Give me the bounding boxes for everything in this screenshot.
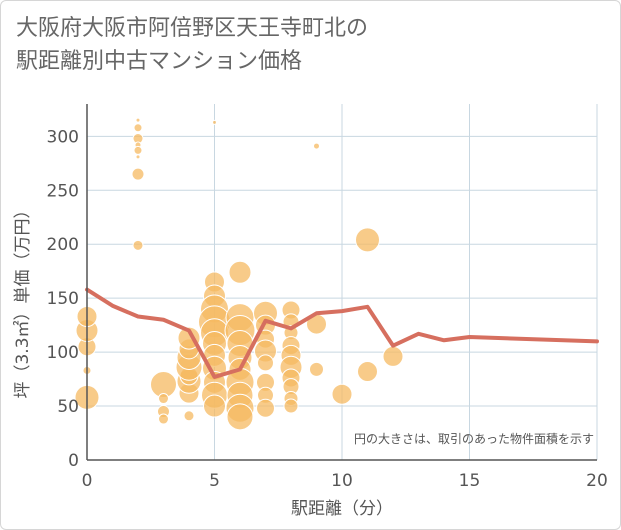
bubble-10 — [135, 154, 141, 160]
x-tick-label-5: 5 — [209, 471, 220, 491]
bubble-46 — [226, 403, 254, 431]
x-tick-labels: 0 5 10 15 20 — [82, 471, 608, 491]
bubble-size-note: 円の大きさは、取引のあった物件面積を示す — [354, 431, 594, 446]
bubble-16 — [158, 413, 169, 425]
bubble-69 — [355, 227, 380, 253]
bubble-6 — [133, 123, 143, 133]
x-tick-label-15: 15 — [459, 471, 481, 491]
bubble-65 — [313, 142, 320, 150]
y-tick-label-250: 250 — [47, 181, 79, 201]
y-tick-label-50: 50 — [57, 397, 79, 417]
series-line-0 — [85, 287, 599, 379]
y-tick-label-300: 300 — [47, 127, 79, 147]
bubble-71 — [382, 345, 404, 367]
y-tick-label-200: 200 — [47, 235, 79, 255]
bubble-54 — [256, 398, 275, 418]
axes — [86, 104, 597, 461]
bubble-9 — [133, 145, 143, 155]
bubble-67 — [309, 361, 324, 377]
bubble-12 — [132, 239, 144, 251]
bubble-14 — [158, 393, 169, 405]
y-tick-label-0: 0 — [68, 451, 79, 471]
bubble-17 — [183, 410, 195, 422]
y-tick-labels: 0 50 100 150 200 250 300 — [47, 127, 79, 471]
chart-title-line-2: 駅距離別中古マンション価格 — [16, 49, 303, 74]
y-tick-label-100: 100 — [47, 343, 79, 363]
bubble-51 — [257, 354, 274, 372]
bubble-series — [74, 117, 404, 431]
x-tick-label-20: 20 — [586, 471, 608, 491]
x-tick-label-10: 10 — [331, 471, 353, 491]
y-tick-label-150: 150 — [47, 289, 79, 309]
bubble-5 — [135, 117, 141, 123]
x-tick-label-0: 0 — [82, 471, 93, 491]
chart-title-line-1: 大阪府大阪市阿倍野区天王寺町北の — [16, 16, 369, 41]
x-axis-label: 駅距離（分） — [291, 499, 393, 519]
bubble-68 — [331, 383, 353, 405]
average-price-line — [85, 287, 599, 379]
chart-title: 大阪府大阪市阿倍野区天王寺町北の 駅距離別中古マンション価格 — [16, 12, 368, 78]
bubble-11 — [131, 167, 145, 181]
bubble-70 — [357, 361, 378, 383]
bubble-64 — [283, 398, 299, 414]
bubble-37 — [228, 260, 252, 284]
bubble-36 — [203, 394, 226, 418]
bubble-25 — [212, 119, 217, 125]
y-axis-label: 坪（3.3㎡）単価（万円） — [13, 201, 33, 398]
